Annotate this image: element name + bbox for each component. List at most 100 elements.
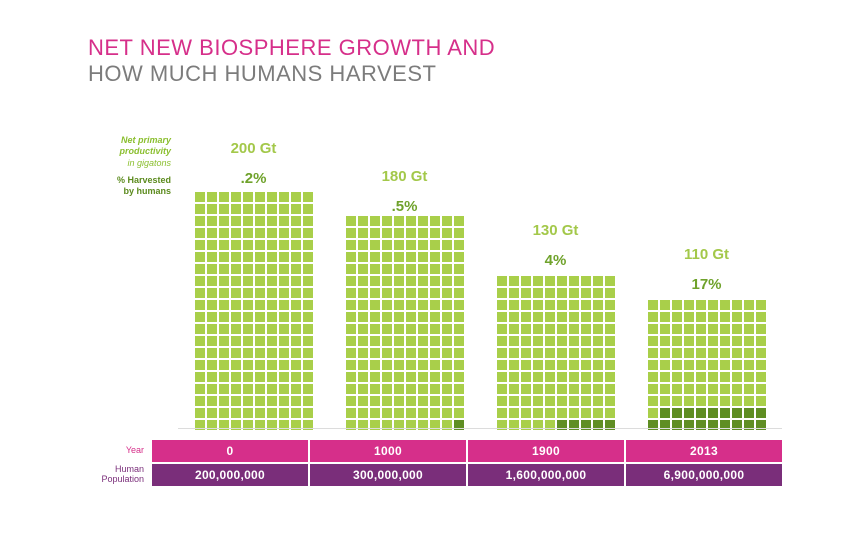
chart-column: 110 Gt17% <box>631 130 782 430</box>
biomass-cell <box>648 360 658 370</box>
biomass-cell <box>291 288 301 298</box>
biomass-cell <box>243 312 253 322</box>
biomass-cell <box>744 336 754 346</box>
biomass-cell <box>267 360 277 370</box>
biomass-cell <box>243 408 253 418</box>
biomass-cell <box>382 300 392 310</box>
biomass-cell <box>430 408 440 418</box>
pop-label-line2: Population <box>86 475 144 485</box>
biomass-cell <box>382 396 392 406</box>
biomass-cell <box>593 324 603 334</box>
biomass-cell <box>509 300 519 310</box>
year-label-text: Year <box>86 446 144 456</box>
biomass-cell <box>207 384 217 394</box>
biomass-cell <box>744 360 754 370</box>
biomass-cell <box>557 384 567 394</box>
biomass-cell <box>231 288 241 298</box>
biomass-cell <box>696 312 706 322</box>
biomass-cell <box>497 300 507 310</box>
biomass-cell <box>648 396 658 406</box>
biomass-cell <box>279 252 289 262</box>
biomass-cell <box>418 324 428 334</box>
biomass-cell <box>370 300 380 310</box>
biomass-cell <box>454 408 464 418</box>
biomass-cell <box>243 288 253 298</box>
biomass-cell <box>509 312 519 322</box>
chart-baseline <box>178 428 782 430</box>
biomass-cell <box>394 312 404 322</box>
biomass-cell <box>533 372 543 382</box>
biomass-cell <box>521 324 531 334</box>
biomass-cell <box>346 336 356 346</box>
biomass-cell <box>382 336 392 346</box>
biomass-cell <box>545 276 555 286</box>
biomass-cell <box>291 360 301 370</box>
biomass-cell <box>255 408 265 418</box>
biomass-cell <box>195 336 205 346</box>
biomass-cell <box>569 288 579 298</box>
biomass-cell <box>521 348 531 358</box>
biomass-cell <box>442 276 452 286</box>
biomass-cell <box>255 372 265 382</box>
biomass-cell <box>593 288 603 298</box>
biomass-cell <box>195 324 205 334</box>
biomass-cell <box>720 348 730 358</box>
biomass-cell <box>303 408 313 418</box>
biomass-cell <box>279 204 289 214</box>
biomass-cell <box>370 276 380 286</box>
biomass-cell <box>394 396 404 406</box>
biomass-cell <box>279 372 289 382</box>
biomass-grid <box>648 300 766 430</box>
population-cell: 1,600,000,000 <box>468 464 624 486</box>
biomass-cell <box>521 312 531 322</box>
biomass-cell <box>545 360 555 370</box>
legend: Net primary productivity in gigatons % H… <box>76 135 171 197</box>
biomass-cell <box>720 408 730 418</box>
biomass-cell <box>696 396 706 406</box>
biomass-cell <box>291 408 301 418</box>
biomass-cell <box>509 348 519 358</box>
biomass-cell <box>648 408 658 418</box>
biomass-cell <box>430 300 440 310</box>
biomass-cell <box>207 396 217 406</box>
biomass-cell <box>660 360 670 370</box>
biomass-cell <box>533 324 543 334</box>
biomass-cell <box>219 192 229 202</box>
biomass-cell <box>231 252 241 262</box>
biomass-cell <box>279 312 289 322</box>
biomass-cell <box>195 360 205 370</box>
biomass-cell <box>732 324 742 334</box>
biomass-cell <box>303 312 313 322</box>
biomass-cell <box>346 240 356 250</box>
biomass-cell <box>394 240 404 250</box>
biomass-cell <box>672 312 682 322</box>
gt-label: 110 Gt <box>631 246 782 263</box>
biomass-cell <box>207 372 217 382</box>
biomass-cell <box>605 276 615 286</box>
biomass-cell <box>231 228 241 238</box>
biomass-cell <box>291 396 301 406</box>
biomass-cell <box>267 372 277 382</box>
biomass-cell <box>291 312 301 322</box>
biomass-cell <box>303 336 313 346</box>
biomass-cell <box>708 384 718 394</box>
biomass-cell <box>219 336 229 346</box>
biomass-cell <box>660 336 670 346</box>
biomass-cell <box>581 396 591 406</box>
biomass-cell <box>255 324 265 334</box>
biomass-cell <box>243 252 253 262</box>
biomass-cell <box>279 336 289 346</box>
biomass-cell <box>370 336 380 346</box>
biomass-cell <box>358 384 368 394</box>
biomass-cell <box>581 384 591 394</box>
biomass-cell <box>291 192 301 202</box>
biomass-cell <box>303 300 313 310</box>
biomass-cell <box>684 360 694 370</box>
biomass-cell <box>720 396 730 406</box>
biomass-cell <box>279 288 289 298</box>
biomass-cell <box>720 360 730 370</box>
biomass-cell <box>430 324 440 334</box>
biomass-cell <box>756 336 766 346</box>
biomass-cell <box>267 348 277 358</box>
biomass-cell <box>243 396 253 406</box>
